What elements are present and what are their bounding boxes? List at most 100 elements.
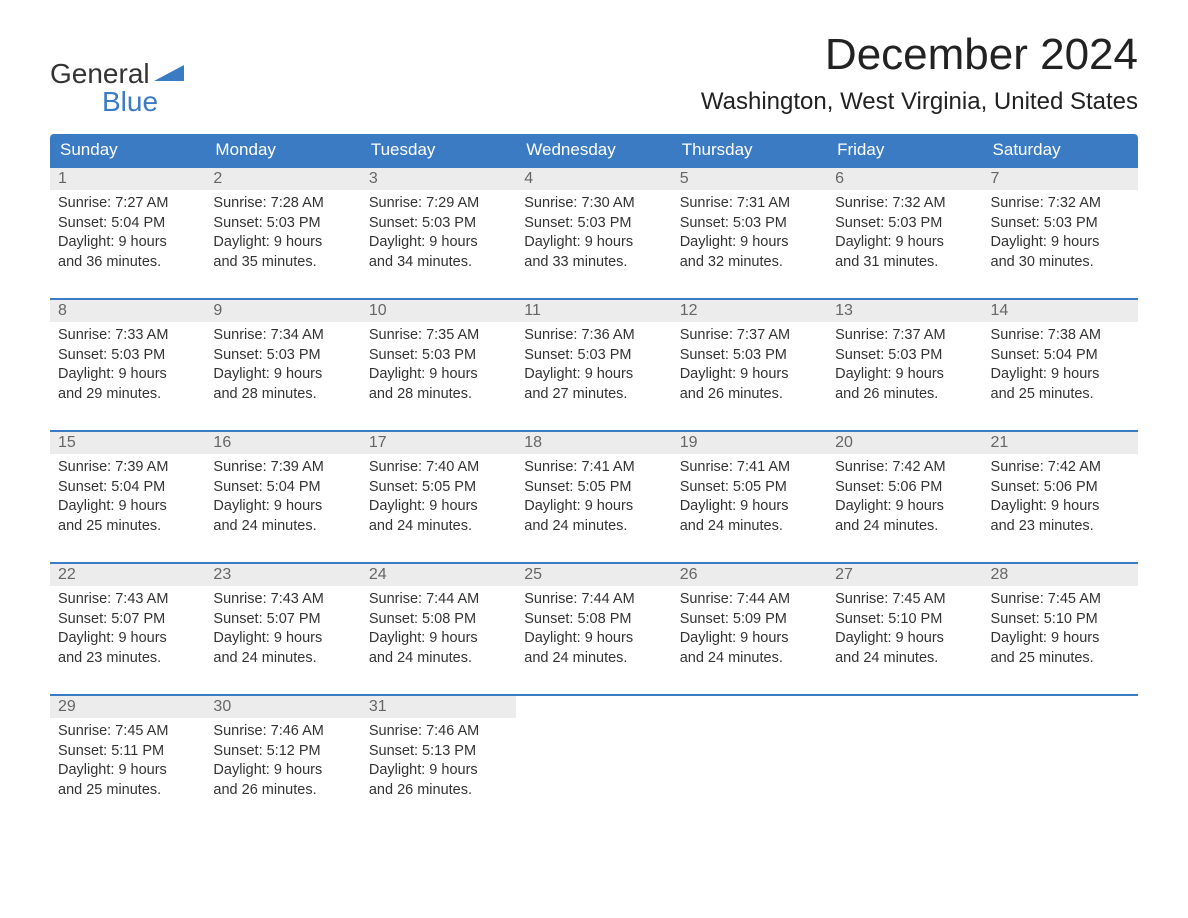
sunrise-text: Sunrise: 7:41 AM — [524, 458, 663, 478]
day-detail: Sunrise: 7:43 AMSunset: 5:07 PMDaylight:… — [50, 586, 205, 676]
calendar-day: 9Sunrise: 7:34 AMSunset: 5:03 PMDaylight… — [205, 300, 360, 418]
calendar-day: 2Sunrise: 7:28 AMSunset: 5:03 PMDaylight… — [205, 168, 360, 286]
sunset-text: Sunset: 5:04 PM — [213, 478, 352, 498]
calendar-day: 31Sunrise: 7:46 AMSunset: 5:13 PMDayligh… — [361, 696, 516, 814]
day-detail: Sunrise: 7:29 AMSunset: 5:03 PMDaylight:… — [361, 190, 516, 280]
day-detail: Sunrise: 7:37 AMSunset: 5:03 PMDaylight:… — [672, 322, 827, 412]
sunset-text: Sunset: 5:10 PM — [835, 610, 974, 630]
daylight1-text: Daylight: 9 hours — [991, 629, 1130, 649]
day-number: 19 — [672, 432, 827, 454]
day-number: 31 — [361, 696, 516, 718]
weekday-header: Friday — [827, 134, 982, 166]
sunset-text: Sunset: 5:03 PM — [369, 346, 508, 366]
sunrise-text: Sunrise: 7:28 AM — [213, 194, 352, 214]
flag-icon — [154, 60, 184, 88]
day-number: 29 — [50, 696, 205, 718]
daylight2-text: and 24 minutes. — [524, 649, 663, 669]
day-number: 10 — [361, 300, 516, 322]
sunrise-text: Sunrise: 7:39 AM — [213, 458, 352, 478]
daylight2-text: and 26 minutes. — [680, 385, 819, 405]
daylight2-text: and 23 minutes. — [991, 517, 1130, 537]
calendar-day — [672, 696, 827, 814]
day-detail: Sunrise: 7:30 AMSunset: 5:03 PMDaylight:… — [516, 190, 671, 280]
daylight1-text: Daylight: 9 hours — [213, 497, 352, 517]
daylight2-text: and 25 minutes. — [991, 649, 1130, 669]
day-detail: Sunrise: 7:33 AMSunset: 5:03 PMDaylight:… — [50, 322, 205, 412]
sunrise-text: Sunrise: 7:44 AM — [524, 590, 663, 610]
sunrise-text: Sunrise: 7:40 AM — [369, 458, 508, 478]
daylight2-text: and 32 minutes. — [680, 253, 819, 273]
daylight1-text: Daylight: 9 hours — [58, 497, 197, 517]
daylight1-text: Daylight: 9 hours — [58, 761, 197, 781]
sunset-text: Sunset: 5:03 PM — [680, 346, 819, 366]
sunset-text: Sunset: 5:12 PM — [213, 742, 352, 762]
day-number: 15 — [50, 432, 205, 454]
calendar-day: 16Sunrise: 7:39 AMSunset: 5:04 PMDayligh… — [205, 432, 360, 550]
sunrise-text: Sunrise: 7:37 AM — [835, 326, 974, 346]
calendar-day: 19Sunrise: 7:41 AMSunset: 5:05 PMDayligh… — [672, 432, 827, 550]
daylight1-text: Daylight: 9 hours — [680, 629, 819, 649]
sunset-text: Sunset: 5:04 PM — [58, 478, 197, 498]
day-detail: Sunrise: 7:43 AMSunset: 5:07 PMDaylight:… — [205, 586, 360, 676]
daylight2-text: and 35 minutes. — [213, 253, 352, 273]
daylight2-text: and 25 minutes. — [58, 781, 197, 801]
weekday-header-row: Sunday Monday Tuesday Wednesday Thursday… — [50, 134, 1138, 166]
day-detail: Sunrise: 7:28 AMSunset: 5:03 PMDaylight:… — [205, 190, 360, 280]
sunset-text: Sunset: 5:08 PM — [369, 610, 508, 630]
daylight1-text: Daylight: 9 hours — [991, 233, 1130, 253]
sunset-text: Sunset: 5:03 PM — [835, 214, 974, 234]
calendar-day: 12Sunrise: 7:37 AMSunset: 5:03 PMDayligh… — [672, 300, 827, 418]
calendar-day: 6Sunrise: 7:32 AMSunset: 5:03 PMDaylight… — [827, 168, 982, 286]
calendar-day: 11Sunrise: 7:36 AMSunset: 5:03 PMDayligh… — [516, 300, 671, 418]
daylight2-text: and 23 minutes. — [58, 649, 197, 669]
day-number: 22 — [50, 564, 205, 586]
calendar-day: 8Sunrise: 7:33 AMSunset: 5:03 PMDaylight… — [50, 300, 205, 418]
sunset-text: Sunset: 5:03 PM — [524, 214, 663, 234]
calendar-day: 26Sunrise: 7:44 AMSunset: 5:09 PMDayligh… — [672, 564, 827, 682]
sunrise-text: Sunrise: 7:42 AM — [991, 458, 1130, 478]
month-title: December 2024 — [701, 30, 1138, 80]
page-header: General Blue December 2024 Washington, W… — [50, 30, 1138, 116]
weekday-header: Sunday — [50, 134, 205, 166]
weekday-header: Monday — [205, 134, 360, 166]
day-number: 18 — [516, 432, 671, 454]
sunset-text: Sunset: 5:04 PM — [58, 214, 197, 234]
daylight1-text: Daylight: 9 hours — [369, 233, 508, 253]
daylight2-text: and 24 minutes. — [835, 517, 974, 537]
calendar-day: 29Sunrise: 7:45 AMSunset: 5:11 PMDayligh… — [50, 696, 205, 814]
title-block: December 2024 Washington, West Virginia,… — [701, 30, 1138, 116]
day-number: 24 — [361, 564, 516, 586]
daylight2-text: and 24 minutes. — [213, 649, 352, 669]
calendar-week: 22Sunrise: 7:43 AMSunset: 5:07 PMDayligh… — [50, 562, 1138, 682]
daylight2-text: and 24 minutes. — [369, 649, 508, 669]
calendar-day: 22Sunrise: 7:43 AMSunset: 5:07 PMDayligh… — [50, 564, 205, 682]
sunrise-text: Sunrise: 7:32 AM — [835, 194, 974, 214]
daylight1-text: Daylight: 9 hours — [680, 497, 819, 517]
day-detail: Sunrise: 7:36 AMSunset: 5:03 PMDaylight:… — [516, 322, 671, 412]
sunset-text: Sunset: 5:06 PM — [991, 478, 1130, 498]
day-detail: Sunrise: 7:46 AMSunset: 5:13 PMDaylight:… — [361, 718, 516, 808]
day-detail: Sunrise: 7:44 AMSunset: 5:09 PMDaylight:… — [672, 586, 827, 676]
day-number: 17 — [361, 432, 516, 454]
daylight1-text: Daylight: 9 hours — [369, 761, 508, 781]
logo-text-blue: Blue — [50, 88, 184, 116]
sunrise-text: Sunrise: 7:36 AM — [524, 326, 663, 346]
daylight1-text: Daylight: 9 hours — [58, 629, 197, 649]
day-detail: Sunrise: 7:46 AMSunset: 5:12 PMDaylight:… — [205, 718, 360, 808]
sunset-text: Sunset: 5:05 PM — [524, 478, 663, 498]
daylight1-text: Daylight: 9 hours — [680, 233, 819, 253]
daylight1-text: Daylight: 9 hours — [213, 233, 352, 253]
calendar-day: 15Sunrise: 7:39 AMSunset: 5:04 PMDayligh… — [50, 432, 205, 550]
day-detail: Sunrise: 7:38 AMSunset: 5:04 PMDaylight:… — [983, 322, 1138, 412]
day-number: 30 — [205, 696, 360, 718]
sunset-text: Sunset: 5:03 PM — [991, 214, 1130, 234]
day-number: 4 — [516, 168, 671, 190]
day-number: 13 — [827, 300, 982, 322]
weeks-container: 1Sunrise: 7:27 AMSunset: 5:04 PMDaylight… — [50, 166, 1138, 814]
daylight1-text: Daylight: 9 hours — [524, 233, 663, 253]
day-detail: Sunrise: 7:32 AMSunset: 5:03 PMDaylight:… — [983, 190, 1138, 280]
weekday-header: Tuesday — [361, 134, 516, 166]
calendar-day: 30Sunrise: 7:46 AMSunset: 5:12 PMDayligh… — [205, 696, 360, 814]
day-detail: Sunrise: 7:45 AMSunset: 5:11 PMDaylight:… — [50, 718, 205, 808]
weekday-header: Wednesday — [516, 134, 671, 166]
